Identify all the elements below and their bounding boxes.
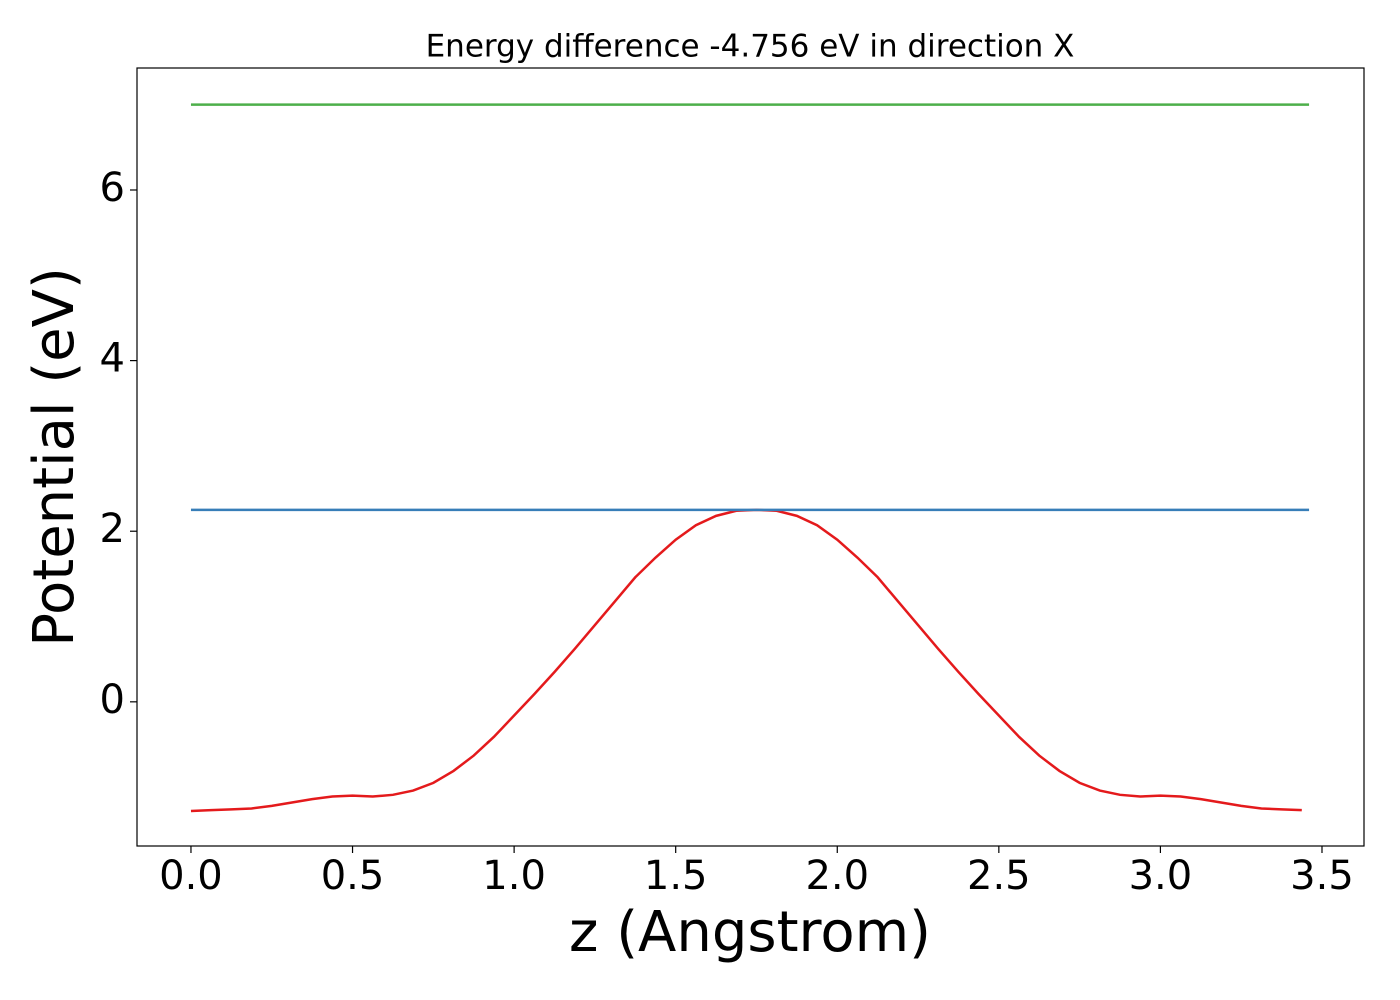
chart-title: Energy difference -4.756 eV in direction… bbox=[426, 29, 1075, 65]
y-tick-label: 2 bbox=[100, 506, 125, 552]
x-tick-label: 2.0 bbox=[805, 853, 869, 899]
x-tick-label: 0.5 bbox=[321, 853, 385, 899]
x-tick-label: 3.0 bbox=[1129, 853, 1193, 899]
y-tick-label: 4 bbox=[100, 336, 125, 382]
y-tick-label: 6 bbox=[100, 165, 125, 211]
x-tick-label: 3.5 bbox=[1290, 853, 1354, 899]
x-tick-label: 1.5 bbox=[644, 853, 708, 899]
x-axis-label: z (Angstrom) bbox=[569, 900, 931, 965]
y-tick-label: 0 bbox=[100, 677, 125, 723]
x-tick-label: 2.5 bbox=[967, 853, 1031, 899]
x-tick-label: 1.0 bbox=[482, 853, 546, 899]
x-tick-label: 0.0 bbox=[159, 853, 223, 899]
line-series bbox=[190, 508, 1302, 813]
y-axis-label: Potential (eV) bbox=[22, 267, 87, 647]
plot-frame bbox=[136, 67, 1365, 847]
